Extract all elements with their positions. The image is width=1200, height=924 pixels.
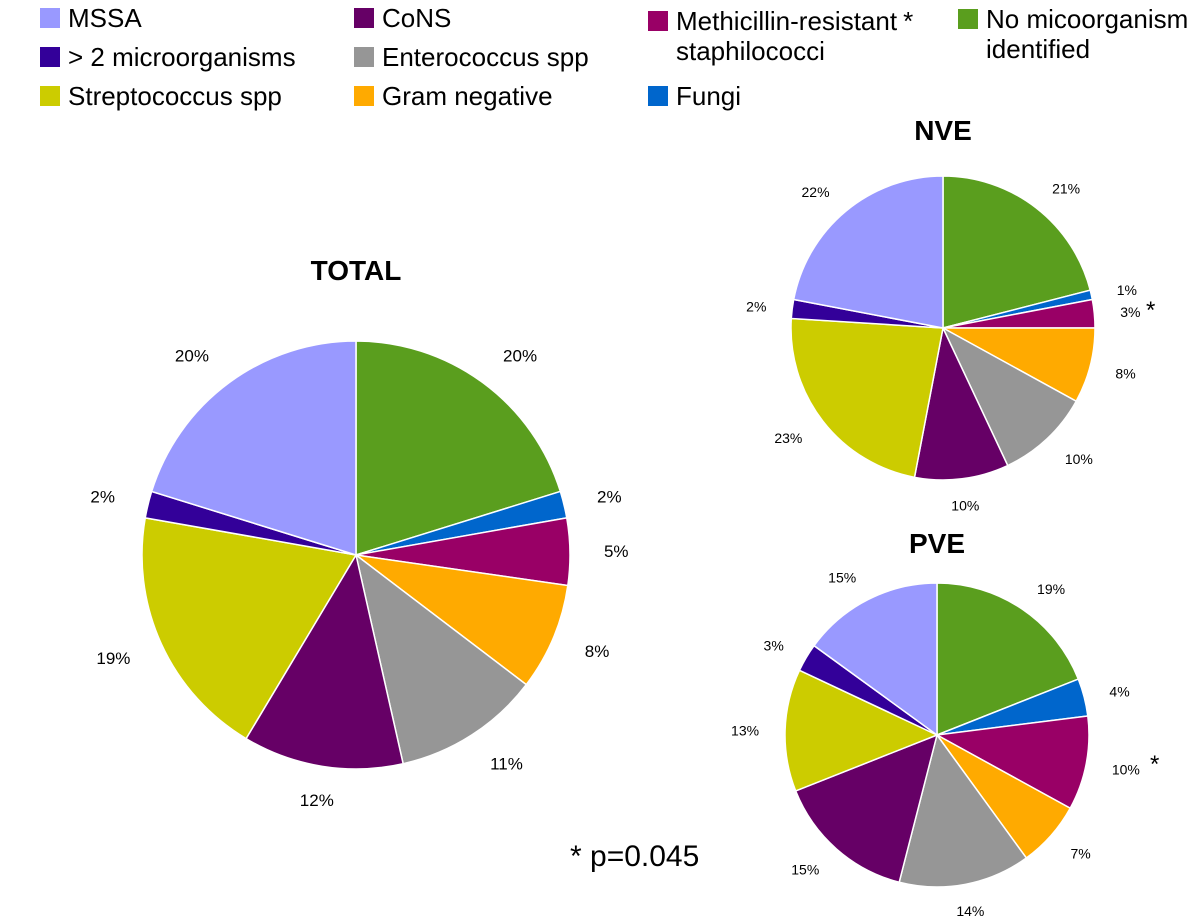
- slice-label: 2%: [746, 299, 766, 315]
- slice-label: 8%: [1115, 365, 1135, 381]
- pie-slice: [790, 317, 944, 479]
- legend-swatch-strep: [40, 86, 60, 106]
- slice-label: 4%: [1109, 684, 1129, 700]
- legend-swatch-multi: [40, 47, 60, 67]
- legend-item-gramneg: Gram negative: [354, 81, 553, 111]
- slice-label: 12%: [300, 791, 334, 810]
- pie-slice: [141, 516, 358, 740]
- slice-label: 19%: [1037, 581, 1065, 597]
- slice-label: 8%: [585, 642, 610, 661]
- pie-slice: [784, 669, 939, 792]
- slice-label: 13%: [731, 722, 759, 738]
- slice-label: 19%: [96, 649, 130, 668]
- pie-pve: PVE 19% 4% 10% 7% 14% 15% 13% 3% 15% *: [731, 528, 1159, 919]
- pie-slice: [354, 553, 528, 765]
- legend-item-none: No micoorganism identified: [958, 4, 1188, 64]
- legend-swatch-none: [958, 9, 978, 29]
- chart-title: NVE: [914, 115, 972, 146]
- significance-asterisk: *: [1150, 751, 1159, 778]
- pie-slice: [355, 340, 562, 557]
- slice-label: 7%: [1071, 846, 1091, 862]
- pie-slice: [913, 325, 1009, 481]
- legend-swatch-mrs: [648, 11, 668, 31]
- legend-significance-mark: *: [903, 6, 914, 36]
- legend-label-mssa: MSSA: [68, 3, 142, 33]
- legend-item-mrs: Methicillin-resistant staphilococci *: [648, 6, 913, 66]
- pie-slice: [353, 553, 569, 686]
- slice-label: 10%: [1065, 451, 1093, 467]
- pie-slice: [792, 175, 944, 329]
- slice-label: 15%: [828, 569, 856, 585]
- slice-label: 5%: [604, 542, 629, 561]
- pie-slice: [942, 175, 1092, 329]
- slice-label: 20%: [175, 346, 209, 365]
- pie-total: TOTAL 20% 2% 5% 8% 11% 12% 19% 2% 20%: [90, 255, 628, 810]
- slice-label: 1%: [1117, 282, 1137, 298]
- legend-swatch-entero: [354, 47, 374, 67]
- legend-swatch-mssa: [40, 8, 60, 28]
- legend-label-entero: Enterococcus spp: [382, 42, 589, 72]
- legend-swatch-fungi: [648, 86, 668, 106]
- legend-label-mrs: Methicillin-resistant staphilococci: [676, 6, 898, 66]
- pie-slice: [934, 715, 1090, 810]
- legend-label-fungi: Fungi: [676, 81, 742, 111]
- legend-swatch-cons: [354, 8, 374, 28]
- legend-swatch-gramneg: [354, 86, 374, 106]
- slice-label: 21%: [1052, 180, 1080, 196]
- legend: MSSA CoNS Methicillin-resistant staphilo…: [0, 0, 1200, 120]
- legend-label-cons: CoNS: [382, 3, 452, 33]
- legend-label-multi: > 2 microorganisms: [68, 42, 296, 72]
- pie-slice: [150, 340, 357, 557]
- slice-label: 10%: [1112, 761, 1140, 777]
- slice-label: 3%: [1120, 304, 1140, 320]
- legend-item-multi: > 2 microorganisms: [40, 42, 296, 72]
- pie-slice: [936, 582, 1080, 737]
- slice-label: 14%: [956, 903, 984, 919]
- slice-label: 20%: [503, 346, 537, 365]
- pie-slice: [245, 553, 405, 770]
- slice-label: 3%: [764, 637, 784, 653]
- chart-title: TOTAL: [311, 255, 402, 286]
- legend-label-none: No micoorganism identified: [986, 4, 1189, 64]
- slice-label: 2%: [90, 488, 115, 507]
- pie-slice: [941, 326, 1078, 467]
- pie-slice: [794, 733, 939, 884]
- legend-item-fungi: Fungi: [648, 81, 741, 111]
- slice-label: 10%: [951, 498, 979, 514]
- p-value-footnote: * p=0.045: [570, 840, 700, 873]
- significance-asterisk: *: [1146, 297, 1155, 324]
- slice-label: 22%: [802, 184, 830, 200]
- legend-item-cons: CoNS: [354, 3, 451, 33]
- legend-item-entero: Enterococcus spp: [354, 42, 589, 72]
- legend-label-strep: Streptococcus spp: [68, 81, 282, 111]
- legend-label-gramneg: Gram negative: [382, 81, 553, 111]
- legend-item-strep: Streptococcus spp: [40, 81, 282, 111]
- slice-label: 23%: [774, 430, 802, 446]
- legend-item-mssa: MSSA: [40, 3, 142, 33]
- slice-label: 2%: [597, 488, 622, 507]
- slice-label: 15%: [791, 862, 819, 878]
- pie-slice: [812, 582, 938, 737]
- chart-title: PVE: [909, 528, 965, 559]
- pie-nve: NVE 21% 1% 3% 8% 10% 10% 23% 2% 22% *: [746, 115, 1155, 514]
- pie-slice: [898, 733, 1028, 888]
- slice-label: 11%: [490, 755, 523, 774]
